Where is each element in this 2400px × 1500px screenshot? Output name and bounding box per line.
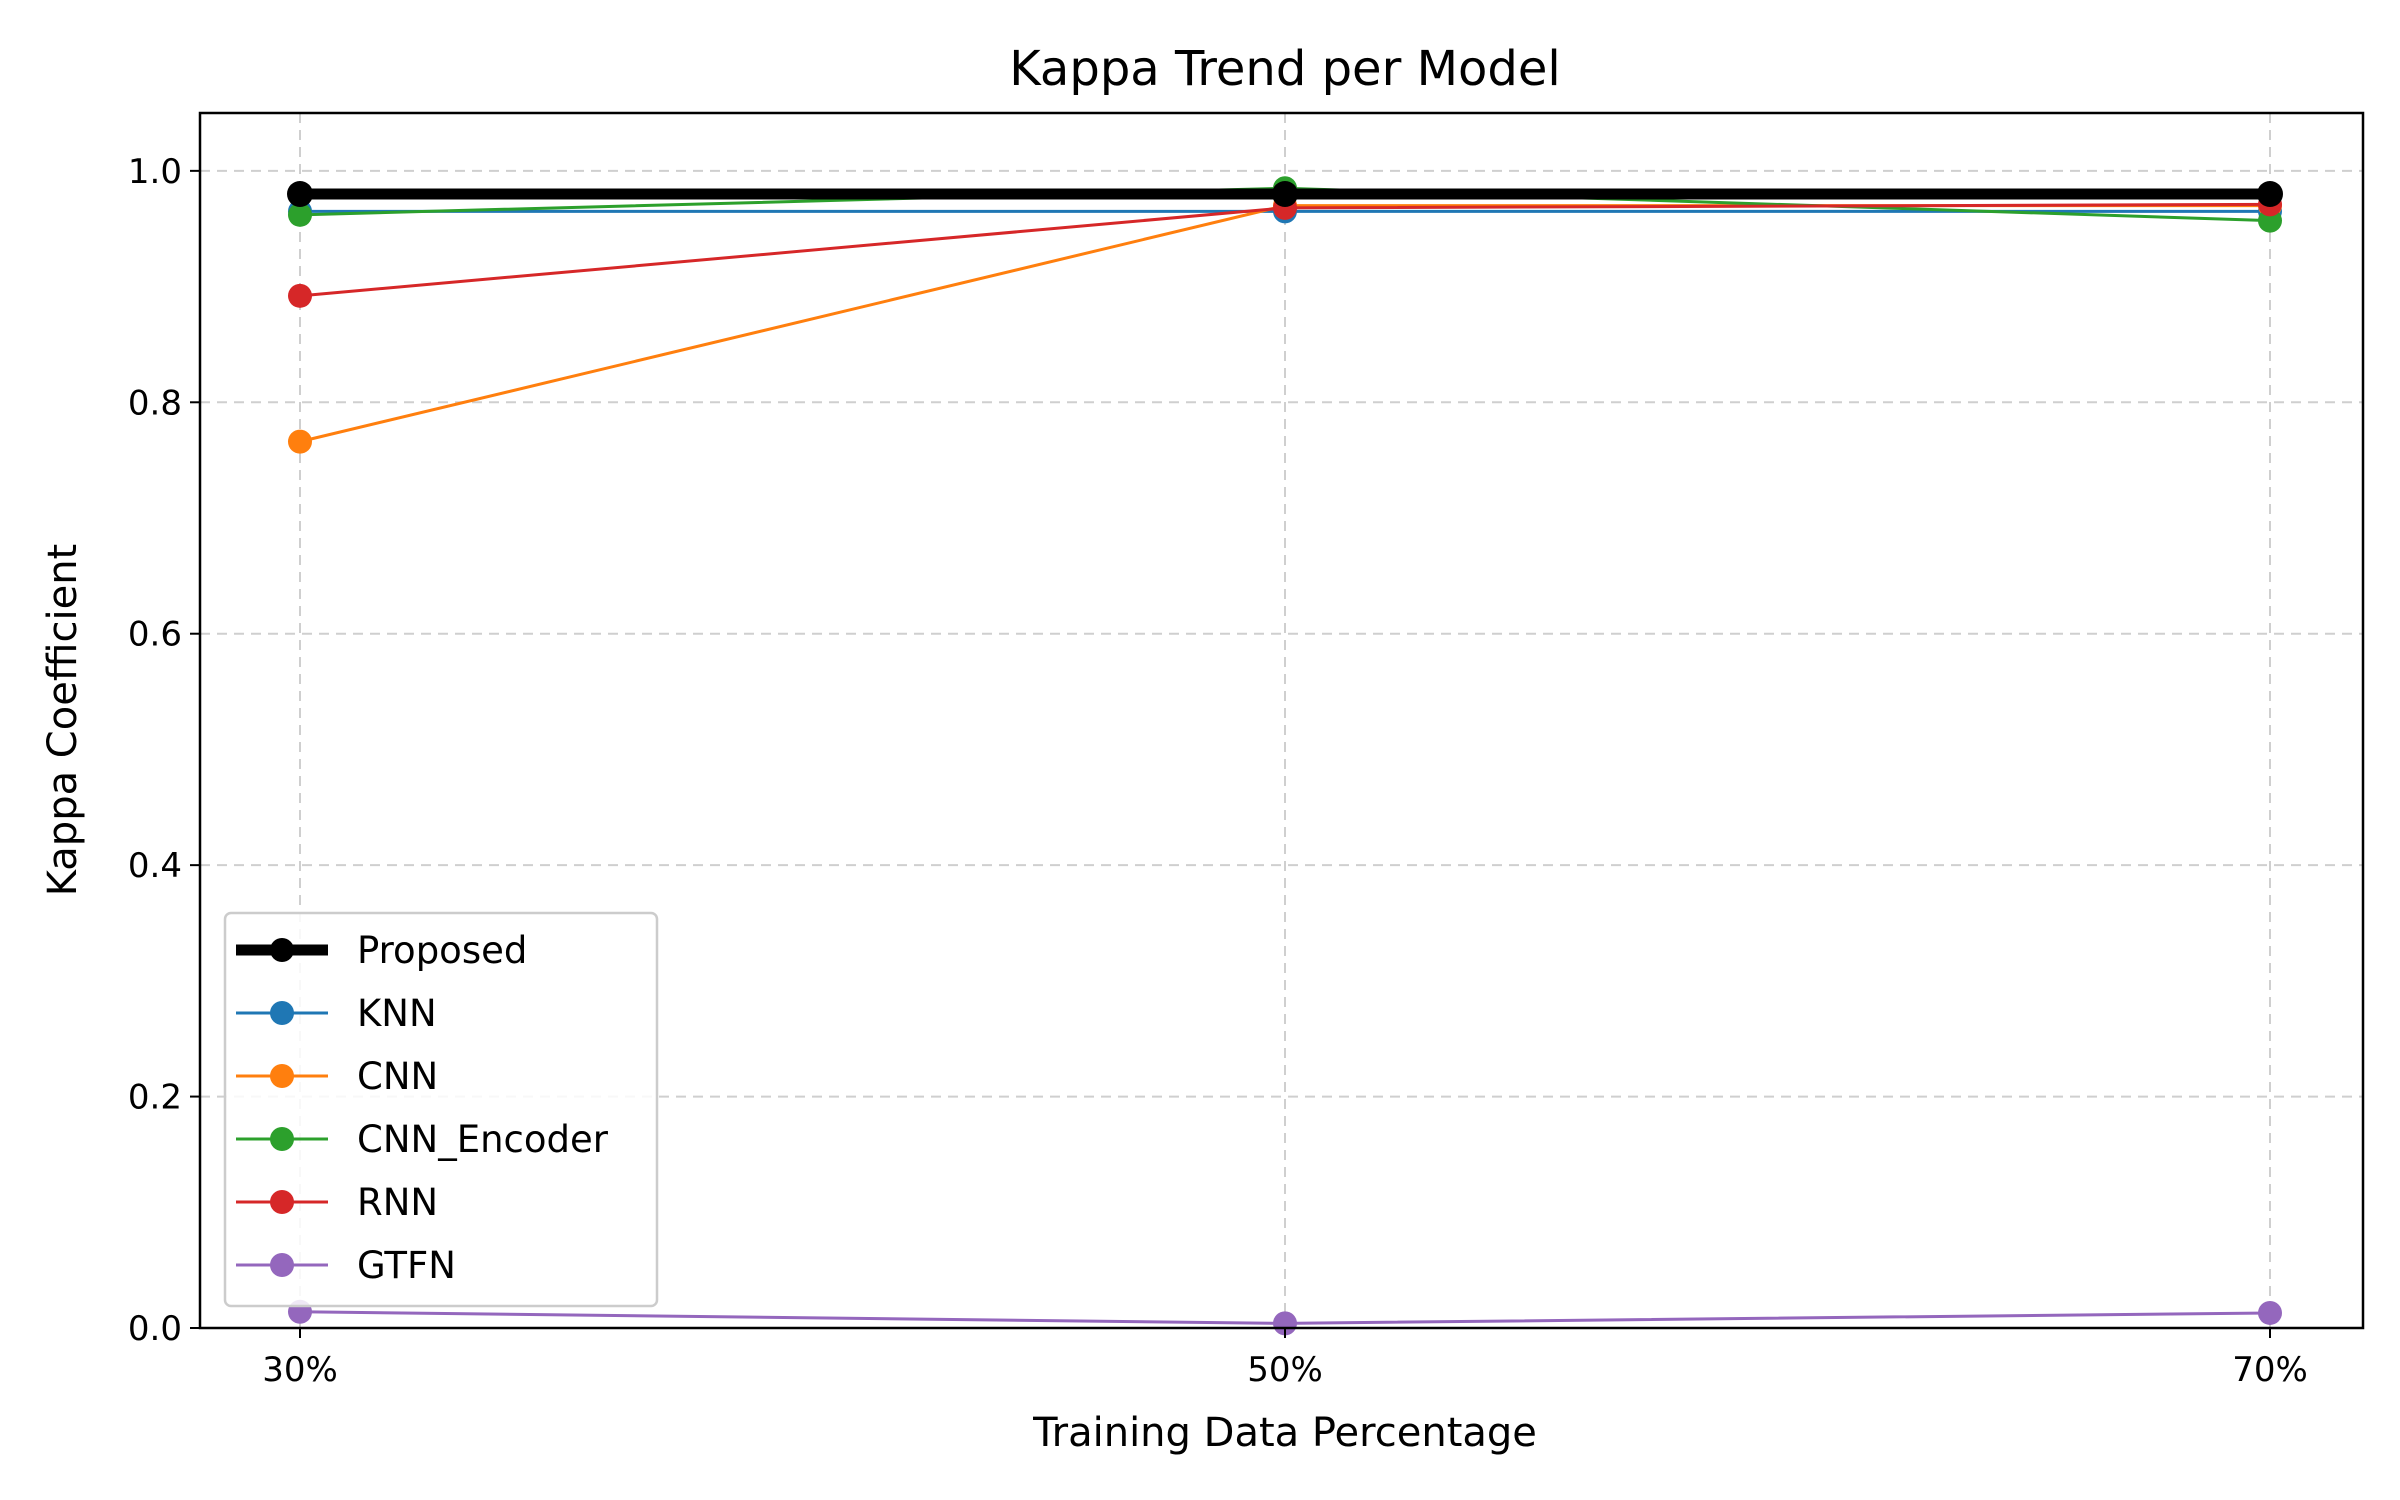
x-axis-label: Training Data Percentage	[1032, 1410, 1537, 1456]
legend-swatch-marker	[270, 1253, 294, 1277]
series-proposed	[287, 181, 2283, 207]
data-point-cnn	[288, 429, 312, 454]
axis-ticks: 0.0 0.2 0.4 0.6 0.8 1.0 30% 50% 70%	[128, 152, 2308, 1390]
legend: Proposed KNN CNN CNN_Encoder RNN GTFN	[223, 911, 659, 1308]
legend-label: CNN_Encoder	[357, 1118, 609, 1161]
chart-title: Kappa Trend per Model	[1009, 41, 1560, 97]
legend-item-rnn: RNN	[236, 1181, 438, 1224]
plot-frame	[198, 111, 2365, 1330]
legend-item-cnn-encoder: CNN_Encoder	[236, 1118, 609, 1161]
x-tick-label: 70%	[2232, 1350, 2308, 1390]
legend-label: Proposed	[357, 929, 527, 972]
legend-label: GTFN	[357, 1244, 456, 1287]
legend-label: KNN	[357, 992, 437, 1035]
data-point-cnn-encoder	[288, 202, 312, 227]
legend-item-gtfn: GTFN	[236, 1244, 456, 1287]
legend-swatch-marker	[270, 1190, 294, 1214]
legend-swatch-marker	[270, 1001, 294, 1025]
data-point-gtfn	[1273, 1311, 1297, 1336]
legend-item-proposed: Proposed	[236, 929, 527, 972]
data-point-proposed	[287, 181, 313, 207]
data-point-proposed	[2257, 181, 2283, 207]
data-point-proposed	[1272, 181, 1298, 207]
data-point-gtfn	[2258, 1300, 2282, 1325]
y-tick-label: 0.6	[128, 615, 182, 655]
y-tick-label: 0.8	[128, 383, 182, 423]
legend-item-cnn: CNN	[236, 1055, 438, 1098]
data-point-rnn	[288, 283, 312, 308]
y-tick-label: 0.4	[128, 846, 182, 886]
legend-swatch-marker	[270, 938, 294, 962]
legend-item-knn: KNN	[236, 992, 437, 1035]
legend-swatch-marker	[270, 1127, 294, 1151]
x-tick-label: 30%	[262, 1350, 338, 1390]
y-tick-label: 1.0	[128, 152, 182, 192]
y-axis-label: Kappa Coefficient	[40, 544, 86, 896]
y-tick-label: 0.0	[128, 1309, 182, 1349]
series-lines	[287, 176, 2283, 1336]
y-tick-label: 0.2	[128, 1078, 182, 1118]
legend-label: RNN	[357, 1181, 438, 1224]
legend-swatch-marker	[270, 1064, 294, 1088]
x-tick-label: 50%	[1247, 1350, 1323, 1390]
legend-box	[223, 911, 659, 1308]
legend-label: CNN	[357, 1055, 438, 1098]
